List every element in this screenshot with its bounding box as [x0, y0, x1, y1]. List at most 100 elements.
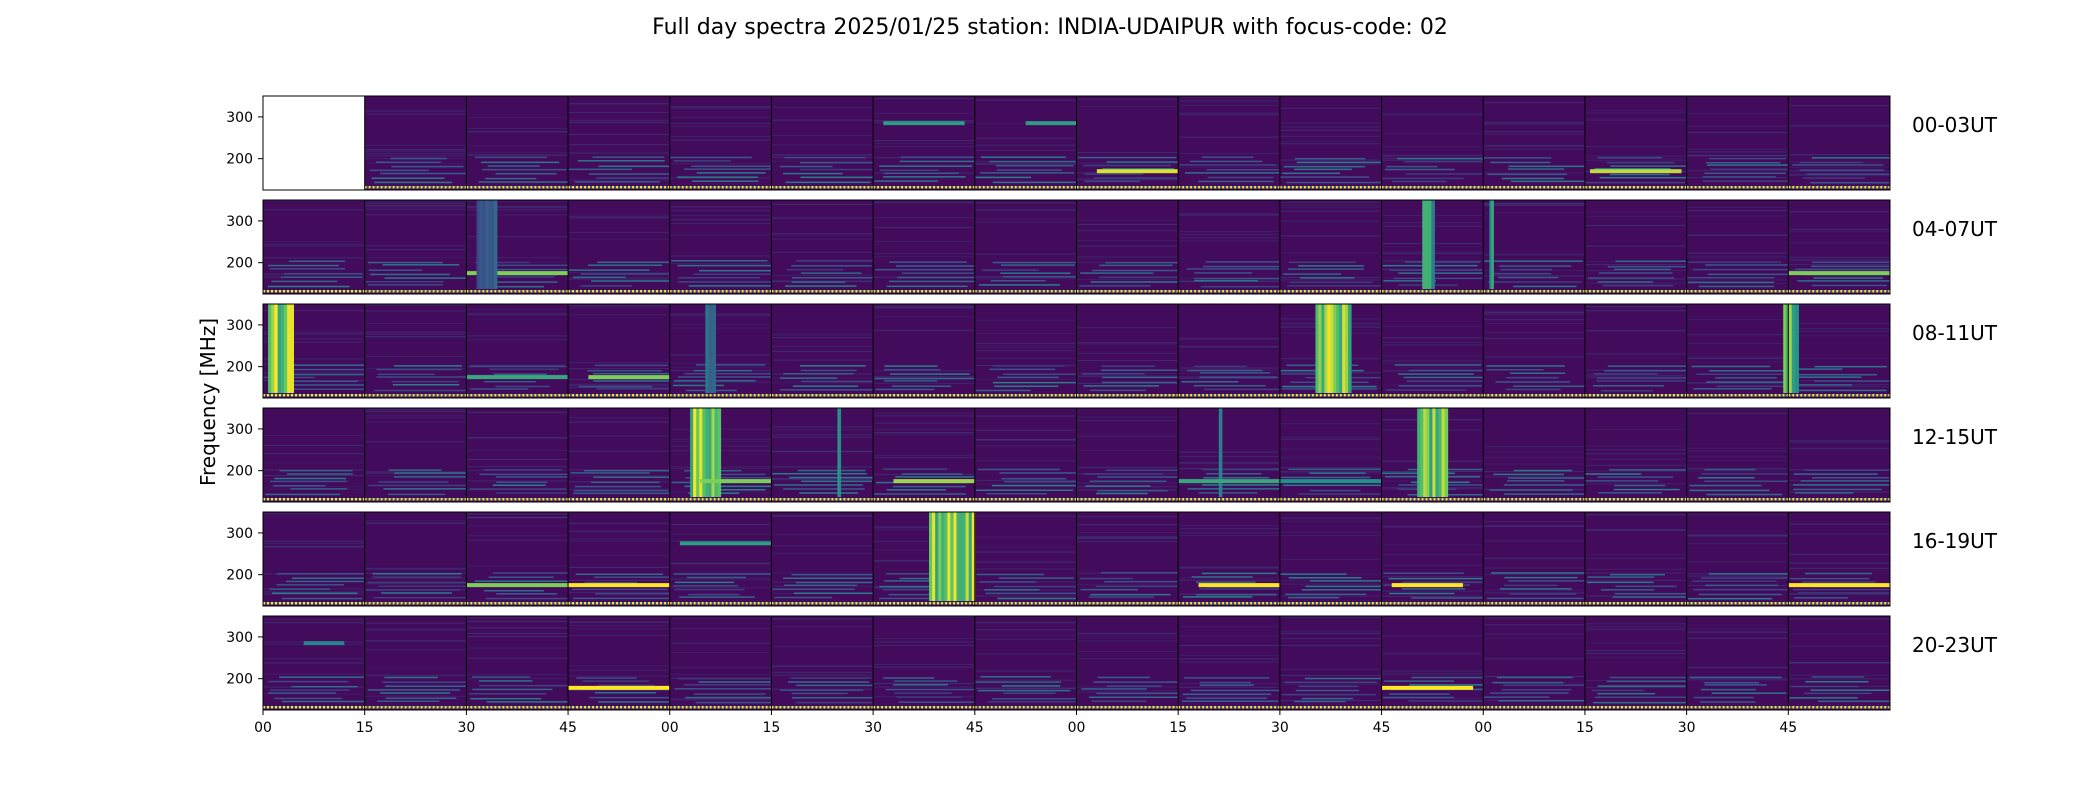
spectrogram-panel: [1483, 96, 1596, 190]
y-tick-label: 300: [226, 214, 253, 230]
emission-band: [568, 685, 670, 690]
spectrogram-panel: [974, 408, 1084, 502]
spectrogram-panel: [263, 408, 367, 502]
x-tick-label: 15: [1169, 720, 1187, 736]
x-tick-label: 00: [661, 720, 679, 736]
radio-burst: [1788, 304, 1799, 393]
emission-band: [1198, 583, 1280, 588]
radio-burst: [1315, 304, 1352, 393]
spectrogram-panel: [1381, 616, 1509, 710]
row-frame: [262, 199, 1891, 295]
spectrogram-panel: [974, 96, 1094, 190]
spectrogram-panel: [1584, 96, 1701, 190]
spectrogram-panel: [873, 96, 993, 190]
emission-band: [466, 375, 569, 380]
spectrogram-panel: [771, 616, 894, 710]
spectrogram-panel: [771, 96, 901, 190]
spectrogram-panel: [669, 408, 786, 502]
spectrogram-panel: [568, 200, 691, 294]
spectrogram-panel: [364, 616, 478, 710]
emission-band: [466, 583, 569, 588]
spectra-row: 300 200 20-23UT: [226, 615, 1998, 711]
y-tick-label: 300: [226, 630, 253, 646]
emission-band: [1178, 479, 1280, 484]
spectrogram-panel: [1178, 96, 1299, 190]
spectrogram-panel: [1279, 616, 1400, 710]
spectrogram-panel: [1483, 616, 1599, 710]
spectrogram-panel: [873, 616, 999, 710]
row-frame: [262, 95, 1891, 191]
spectrogram-panel: [1076, 512, 1205, 606]
spectrogram-panel: [771, 304, 884, 398]
x-tick-label: 15: [356, 720, 374, 736]
emission-band: [1025, 121, 1077, 126]
x-tick-label: 30: [1678, 720, 1696, 736]
emission-band: [466, 271, 569, 276]
spectra-row: 300 200 16-19UT: [226, 511, 1998, 607]
spectrogram-panel: [1686, 408, 1805, 502]
spectrogram-panel: [1584, 408, 1701, 502]
spectrogram-panel: [568, 512, 691, 606]
spectrogram-panel: [974, 304, 1103, 398]
spectrogram-panel: [1483, 408, 1605, 502]
emission-band: [568, 583, 670, 588]
spectrogram-panel: [1381, 304, 1502, 398]
x-tick-label: 15: [763, 720, 781, 736]
radio-burst: [705, 304, 717, 393]
spectrogram-panel: [974, 616, 1086, 710]
spectra-row: 300 200 04-07UT: [226, 199, 1998, 295]
y-tick-label: 200: [226, 152, 253, 168]
spectrogram-panel: [1076, 304, 1189, 398]
spectrogram-panel: [263, 96, 365, 190]
spectrogram-panel: [1381, 96, 1489, 190]
radio-burst: [929, 512, 976, 601]
spectrogram-panel: [974, 200, 1080, 294]
spectra-row: 300 200 12-15UT: [226, 407, 1998, 503]
spectrogram-panel: [1279, 512, 1403, 606]
y-tick-label: 200: [226, 672, 253, 688]
radio-burst: [268, 304, 295, 393]
spectrogram-panel: [466, 304, 571, 398]
spectrogram-panel: [263, 512, 385, 606]
emission-band: [303, 641, 345, 646]
spectrogram-panel: [974, 512, 1080, 606]
radio-burst: [690, 408, 722, 497]
row-time-label: 04-07UT: [1912, 217, 1998, 241]
spectrogram-panel: [466, 616, 576, 710]
spectrogram-panel: [1788, 408, 1890, 502]
spectrogram-panel: [1178, 304, 1292, 398]
x-tick-label: 00: [254, 720, 272, 736]
spectrogram-panel: [1483, 512, 1597, 606]
emission-band: [1391, 583, 1463, 588]
spectrogram-panel: [1178, 512, 1300, 606]
emission-band: [1788, 583, 1890, 588]
x-tick-label: 30: [457, 720, 475, 736]
row-frame: [262, 407, 1891, 503]
radio-burst: [1783, 304, 1789, 393]
spectra-rows: 30020000-03UT30020004-07UT30020008-11UT3…: [226, 95, 1998, 711]
spectrogram-panel: [1686, 616, 1791, 710]
spectrogram-panel: [1076, 200, 1202, 294]
x-tick-label: 00: [1474, 720, 1492, 736]
radio-burst: [476, 200, 498, 289]
spectrogram-panel: [466, 408, 598, 502]
emission-band: [1381, 685, 1474, 690]
spectrogram-panel: [1788, 304, 1890, 398]
x-tick-label: 45: [1373, 720, 1391, 736]
radio-burst: [1417, 408, 1449, 497]
emission-band: [1096, 169, 1179, 174]
spectra-row: 300 200 00-03UT: [226, 95, 1998, 191]
spectrogram-panel: [1178, 200, 1303, 294]
spectrogram-panel: [466, 512, 595, 606]
y-tick-label: 200: [226, 360, 253, 376]
y-tick-label: 300: [226, 318, 253, 334]
radio-burst: [1489, 200, 1494, 289]
spectrogram-panel: [669, 304, 778, 398]
spectrogram-panel: [1076, 408, 1204, 502]
spectrogram-panel: [771, 408, 876, 502]
chart-title: Full day spectra 2025/01/25 station: IND…: [652, 15, 1448, 40]
row-frame: [262, 511, 1891, 607]
spectrogram-panel: [568, 408, 684, 502]
emission-band: [588, 375, 670, 380]
spectrogram-panel: [263, 200, 367, 294]
